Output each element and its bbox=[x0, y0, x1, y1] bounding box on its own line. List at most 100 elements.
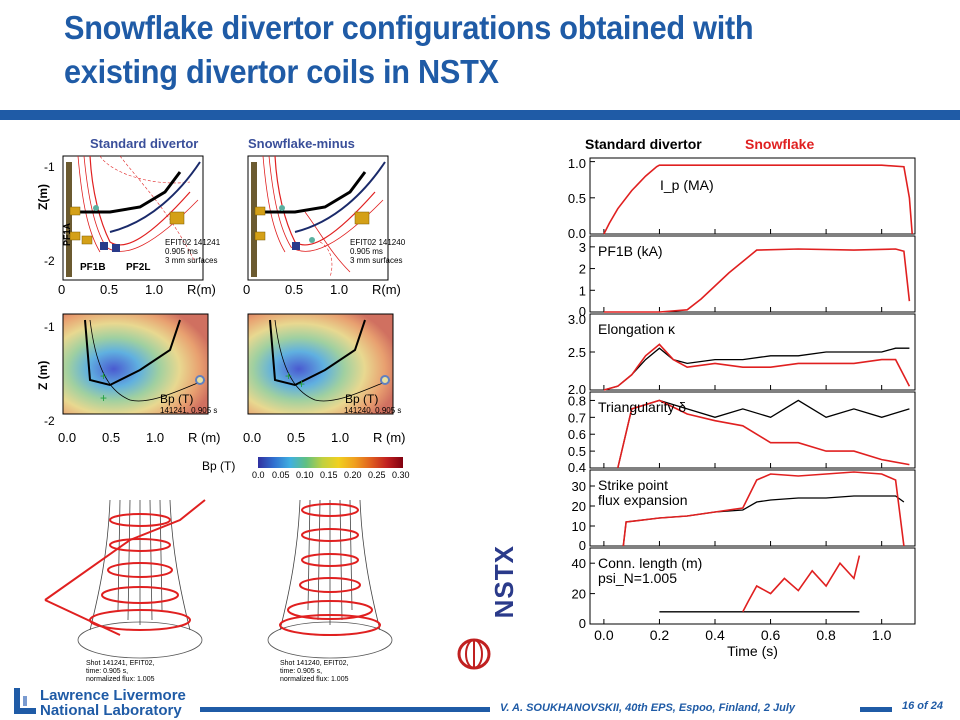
panel-2-ytick-label-1: 2.5 bbox=[568, 345, 586, 360]
llnl-logo: Lawrence Livermore National Laboratory bbox=[14, 687, 186, 718]
legend-snowflake: Snowflake bbox=[745, 136, 814, 152]
mid-ylabel: Z (m) bbox=[36, 360, 50, 390]
left-efit-line1: EFIT02 141241 bbox=[165, 238, 221, 247]
footer-rule-right bbox=[860, 707, 892, 712]
panel-0-ytick-label-0: 1.0 bbox=[568, 156, 586, 171]
right-3d-caption: Shot 141240, EFIT02, time: 0.905 s, norm… bbox=[280, 660, 349, 684]
top-xtick-left-0: 0 bbox=[58, 282, 66, 297]
cb-tick-5: 0.25 bbox=[368, 470, 386, 480]
panel-1-ytick-label-0: 3 bbox=[579, 240, 586, 255]
panel-3-ytick-label-1: 0.7 bbox=[568, 410, 586, 425]
mid-xtick-left-05: 0.5 bbox=[102, 430, 121, 445]
top-ylabel: Z(m) bbox=[36, 184, 50, 210]
panel-3-ytick-label-0: 0.8 bbox=[568, 393, 586, 408]
panel-3-ytick-label-4: 0.4 bbox=[568, 460, 586, 475]
mid-xtick-right-10: 1.0 bbox=[331, 430, 350, 445]
mid-xtick-left-10: 1.0 bbox=[146, 430, 165, 445]
mid-ytick-2: -2 bbox=[44, 414, 55, 428]
cb-tick-4: 0.20 bbox=[344, 470, 362, 480]
panel-1-ytick-label-2: 1 bbox=[579, 283, 586, 298]
panel-1-ytick-label-1: 2 bbox=[579, 262, 586, 277]
nstx-emblem-icon bbox=[457, 638, 491, 670]
right-efit-info: EFIT02 141240 0.905 ms 3 mm surfaces bbox=[350, 238, 405, 265]
right-caption-line3: normalized flux: 1.005 bbox=[280, 676, 349, 683]
svg-text:+: + bbox=[100, 391, 107, 405]
nstx-logo-text: NSTX bbox=[489, 545, 519, 619]
left-caption-line1: Shot 141241, EFIT02, bbox=[86, 660, 155, 667]
svg-text:+: + bbox=[285, 369, 292, 383]
legend-standard-divertor: Standard divertor bbox=[585, 136, 702, 152]
panel-0-ytick-label-2: 0.0 bbox=[568, 226, 586, 241]
xtick-label-4: 0.8 bbox=[816, 627, 836, 643]
mid-xtick-right-0: 0.0 bbox=[243, 430, 262, 445]
mid-xtick-right-05: 0.5 bbox=[287, 430, 306, 445]
coil-label-pf1b: PF1B bbox=[80, 262, 106, 273]
top-xtick-right-05: 0.5 bbox=[285, 282, 304, 297]
right-caption-line1: Shot 141240, EFIT02, bbox=[280, 660, 349, 667]
left-caption-line3: normalized flux: 1.005 bbox=[86, 676, 155, 683]
svg-text:+: + bbox=[100, 369, 107, 383]
panel-2-ytick-label-2: 2.0 bbox=[568, 382, 586, 397]
panel-0-series-snowflake-line bbox=[603, 164, 913, 235]
panel-2-series-snowflake-line bbox=[603, 343, 911, 391]
cb-tick-1: 0.05 bbox=[272, 470, 290, 480]
panel-5-ytick-label-0: 40 bbox=[572, 556, 586, 571]
mid-ytick-1: -1 bbox=[44, 320, 55, 334]
flux-surface-panels bbox=[62, 155, 389, 281]
mid-xlabel-left: R (m) bbox=[188, 430, 221, 445]
panel-1-series-snowflake-line bbox=[603, 248, 911, 313]
panel-4-ytick-label-3: 0 bbox=[579, 538, 586, 553]
left-3d-caption: Shot 141241, EFIT02, time: 0.905 s, norm… bbox=[86, 660, 155, 684]
cb-tick-0: 0.0 bbox=[252, 470, 265, 480]
panel-5-series-snowflake-line bbox=[742, 555, 861, 613]
panel-5-label: Conn. length (m) bbox=[598, 555, 702, 571]
svg-text:+: + bbox=[298, 377, 305, 391]
mid-xtick-left-0: 0.0 bbox=[58, 430, 77, 445]
top-xlabel-left: R(m) bbox=[187, 282, 216, 297]
left-efit-info: EFIT02 141241 0.905 ms 3 mm surfaces bbox=[165, 238, 220, 265]
slide-title-line1: Snowflake divertor configurations obtain… bbox=[64, 9, 754, 46]
panel-4-ytick-label-2: 10 bbox=[572, 519, 586, 534]
header-snowflake-minus: Snowflake-minus bbox=[248, 136, 355, 151]
right-efit-line3: 3 mm surfaces bbox=[350, 256, 403, 265]
x-axis-label: Time (s) bbox=[727, 643, 778, 659]
top-xlabel-right: R(m) bbox=[372, 282, 401, 297]
right-efit-line1: EFIT02 141240 bbox=[350, 238, 406, 247]
cb-tick-3: 0.15 bbox=[320, 470, 338, 480]
panel-frame-1 bbox=[589, 235, 916, 313]
left-efit-line2: 0.905 ms bbox=[165, 247, 198, 256]
left-figure: Standard divertor Snowflake-minus bbox=[30, 130, 420, 695]
bp-map-panels: + + + + bbox=[62, 313, 394, 415]
footer-rule-left bbox=[200, 707, 490, 712]
top-ytick-2: -2 bbox=[44, 254, 55, 268]
right-caption-line2: time: 0.905 s, bbox=[280, 668, 323, 675]
right-efit-line2: 0.905 ms bbox=[350, 247, 383, 256]
top-xtick-right-10: 1.0 bbox=[330, 282, 349, 297]
left-caption-line2: time: 0.905 s, bbox=[86, 668, 129, 675]
colorbar bbox=[258, 457, 403, 468]
xtick-label-3: 0.6 bbox=[761, 627, 781, 643]
left-shot-label: 141241, 0.905 s bbox=[160, 406, 218, 415]
panel-5-label-line2: psi_N=1.005 bbox=[598, 570, 677, 586]
panel-2-ytick-label-0: 3.0 bbox=[568, 312, 586, 327]
colorbar-label: Bp (T) bbox=[202, 459, 236, 473]
panel-0-ytick-label-1: 0.5 bbox=[568, 191, 586, 206]
panel-0-label: I_p (MA) bbox=[660, 177, 714, 193]
panel-2-label: Elongation κ bbox=[598, 321, 676, 337]
left-bp-label: Bp (T) bbox=[160, 392, 194, 406]
panel-4-ytick-label-1: 20 bbox=[572, 499, 586, 514]
panel-4-label-line2: flux expansion bbox=[598, 492, 688, 508]
llnl-logo-line1: Lawrence Livermore bbox=[40, 687, 186, 704]
right-3d-render bbox=[267, 499, 393, 659]
xtick-label-1: 0.2 bbox=[650, 627, 670, 643]
title-rule bbox=[0, 110, 960, 120]
coil-label-pf1a: PF1A bbox=[62, 222, 72, 246]
panel-1-label: PF1B (kA) bbox=[598, 243, 663, 259]
header-standard-divertor: Standard divertor bbox=[90, 136, 199, 151]
right-shot-label: 141240, 0.905 s bbox=[344, 406, 402, 415]
right-bp-label: Bp (T) bbox=[345, 392, 379, 406]
slide-title-line2: existing divertor coils in NSTX bbox=[64, 53, 499, 90]
nstx-logo: NSTX bbox=[455, 545, 519, 675]
panel-4-series-snowflake-line bbox=[622, 471, 905, 547]
mid-xlabel-right: R (m) bbox=[373, 430, 406, 445]
